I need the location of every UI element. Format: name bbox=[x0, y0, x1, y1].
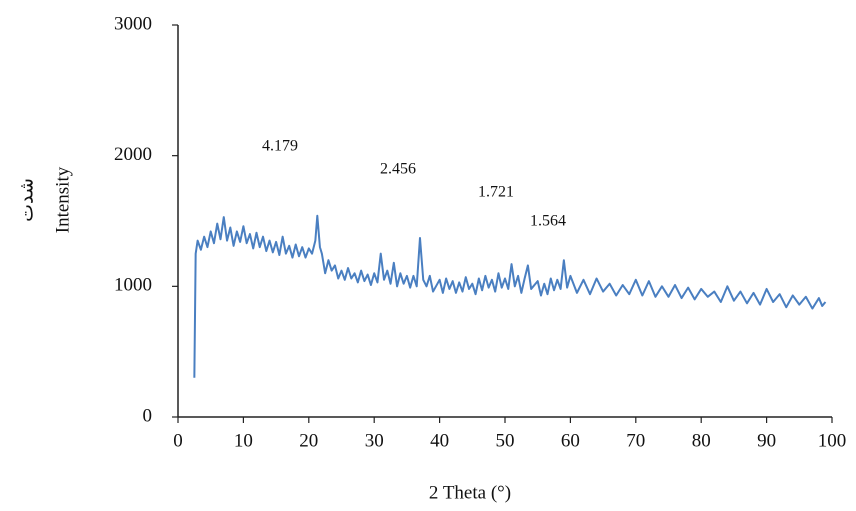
y-tick-label: 2000 bbox=[114, 144, 152, 165]
x-tick-label: 30 bbox=[365, 430, 384, 451]
peak-annotation: 4.179 bbox=[262, 138, 298, 155]
y-axis-label-secondary: شدت bbox=[16, 178, 37, 222]
y-tick-label: 3000 bbox=[114, 13, 152, 34]
peak-annotation: 1.564 bbox=[530, 213, 566, 230]
x-tick-label: 20 bbox=[299, 430, 318, 451]
x-tick-label: 10 bbox=[234, 430, 253, 451]
peak-annotation: 1.721 bbox=[478, 184, 514, 201]
x-axis-label: 2 Theta (°) bbox=[429, 482, 511, 503]
y-tick-label: 1000 bbox=[114, 275, 152, 296]
x-tick-label: 90 bbox=[757, 430, 776, 451]
x-tick-label: 60 bbox=[561, 430, 580, 451]
x-tick-label: 70 bbox=[626, 430, 645, 451]
peak-annotation: 2.456 bbox=[380, 161, 416, 178]
x-tick-label: 0 bbox=[173, 430, 183, 451]
x-tick-label: 50 bbox=[496, 430, 515, 451]
y-axis-label: Intensity bbox=[52, 166, 73, 233]
x-tick-label: 80 bbox=[692, 430, 711, 451]
x-tick-label: 100 bbox=[818, 430, 847, 451]
x-tick-label: 40 bbox=[430, 430, 449, 451]
y-tick-label: 0 bbox=[143, 405, 153, 426]
data-line bbox=[193, 214, 827, 378]
